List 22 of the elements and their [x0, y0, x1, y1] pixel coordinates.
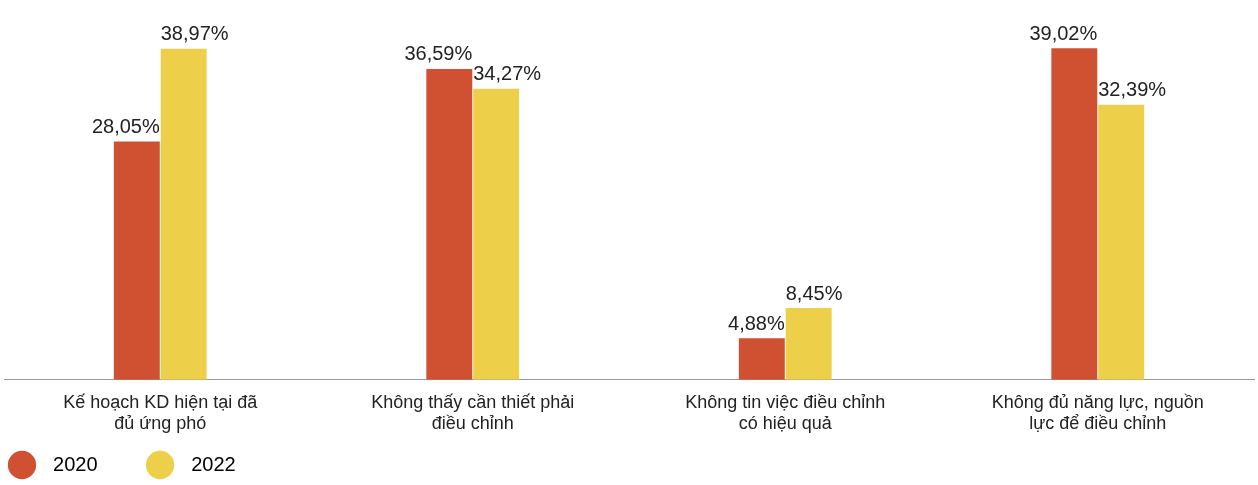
- data-label: 36,59%: [404, 42, 473, 65]
- bar: [1098, 104, 1145, 380]
- legend-label: 2022: [180, 452, 281, 475]
- x-tick-label: Không đủ năng lực, nguồn lực để điều chỉnh: [991, 391, 1204, 434]
- bar: [785, 308, 832, 380]
- x-tick-label: Kế hoạch KD hiện tại đã đủ ứng phó: [63, 391, 259, 434]
- data-label: 32,39%: [1098, 78, 1167, 101]
- bar: [426, 68, 473, 380]
- data-label: 8,45%: [785, 281, 843, 304]
- x-tick-label: Không thấy cần thiết phải điều chỉnh: [371, 391, 575, 434]
- bar: [1051, 48, 1098, 380]
- data-label: 4,88%: [728, 311, 785, 334]
- data-label: 28,05%: [91, 115, 160, 138]
- legend-label: 2020: [42, 452, 143, 475]
- bar: [738, 338, 785, 380]
- bar: [473, 88, 520, 380]
- bar: [113, 141, 160, 380]
- data-label: 39,02%: [1029, 21, 1098, 44]
- data-label: 34,27%: [473, 62, 542, 85]
- x-tick-label: Không tin việc điều chỉnh có hiệu quả: [685, 391, 886, 434]
- bar: [160, 48, 207, 380]
- data-label: 38,97%: [160, 22, 229, 45]
